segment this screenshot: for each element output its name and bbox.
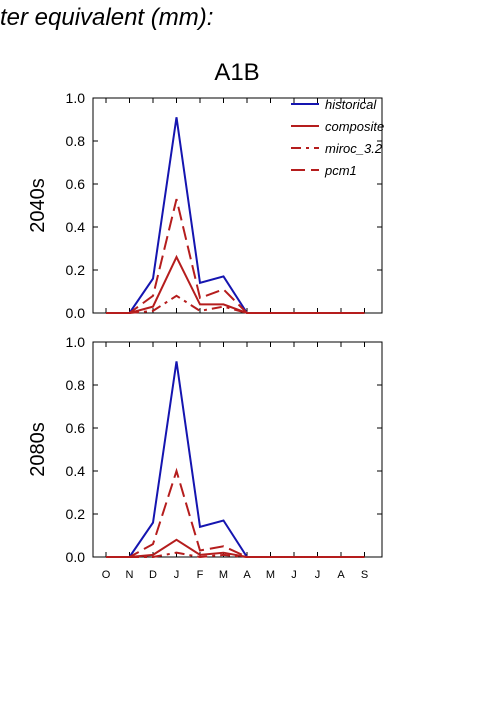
y-tick-label: 0.8 <box>66 133 86 149</box>
plot-frame-2 <box>92 341 383 558</box>
x-tick-label: O <box>102 569 111 581</box>
y-tick-label: 0.0 <box>66 305 86 321</box>
y-axis-label-2080s: 2080s <box>27 422 49 477</box>
series-line-pcm1 <box>106 198 365 314</box>
x-tick-label: N <box>126 569 134 581</box>
y-tick-label: 0.6 <box>66 420 86 436</box>
y-tick-label: 0.4 <box>66 219 86 235</box>
x-tick-label: J <box>174 569 180 581</box>
y-tick-label: 0.0 <box>66 549 86 565</box>
x-tick-label: A <box>243 569 251 581</box>
x-tick-label: M <box>266 569 275 581</box>
y-tick-label: 0.6 <box>66 176 86 192</box>
x-tick-label: M <box>219 569 228 581</box>
x-tick-label: F <box>197 569 204 581</box>
y-axis-label-2040s: 2040s <box>27 178 49 233</box>
y-tick-label: 1.0 <box>66 90 86 106</box>
y-tick-label: 0.2 <box>66 506 86 522</box>
y-tick-label: 0.8 <box>66 377 86 393</box>
legend-label: composite <box>325 119 384 134</box>
x-tick-label: A <box>337 569 345 581</box>
series-line-pcm1 <box>106 467 365 558</box>
series-line-historical <box>106 361 365 558</box>
y-tick-label: 0.2 <box>66 262 86 278</box>
x-tick-label: S <box>361 569 368 581</box>
series-line-miroc-3-2 <box>106 294 365 314</box>
page-title: ter equivalent (mm): <box>0 4 214 31</box>
series-line-miroc-3-2 <box>106 551 365 559</box>
series-line-composite <box>106 254 365 314</box>
y-tick-label: 1.0 <box>66 334 86 350</box>
legend-label: miroc_3.2 <box>325 141 383 156</box>
y-tick-label: 0.4 <box>66 463 86 479</box>
x-tick-label: J <box>315 569 321 581</box>
legend-label: pcm1 <box>324 163 357 178</box>
chart-title: A1B <box>214 59 259 86</box>
x-tick-label: D <box>149 569 157 581</box>
legend-label: historical <box>325 97 377 112</box>
x-tick-label: J <box>291 569 297 581</box>
plot-frame-1 <box>92 97 383 314</box>
